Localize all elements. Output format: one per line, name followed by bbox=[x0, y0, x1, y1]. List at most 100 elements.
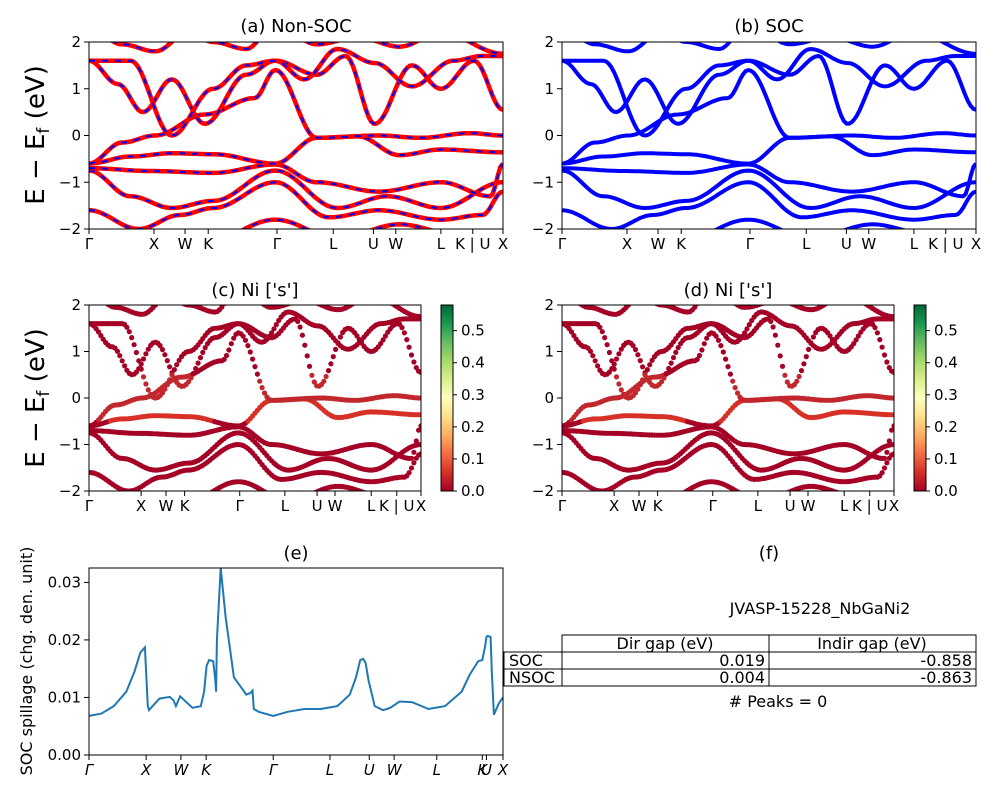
projection-point bbox=[252, 364, 258, 370]
band-line-red bbox=[109, 42, 503, 56]
table-row-label: NSOC bbox=[509, 668, 555, 687]
projection-point bbox=[122, 363, 128, 369]
table-footnote: # Peaks = 0 bbox=[729, 692, 828, 711]
x-tick-label: K bbox=[203, 235, 214, 253]
projection-point bbox=[418, 369, 421, 375]
projection-point bbox=[784, 379, 790, 385]
projection-point bbox=[678, 492, 683, 497]
panel-a-bands bbox=[89, 42, 503, 229]
projection-point bbox=[328, 361, 334, 367]
projection-point bbox=[309, 372, 315, 378]
projection-point bbox=[635, 386, 641, 392]
projection-point bbox=[411, 449, 417, 455]
projection-point bbox=[418, 314, 421, 320]
x-tick-label: Γ bbox=[558, 497, 567, 515]
y-tick-label: −2 bbox=[532, 220, 554, 238]
x-tick-label: L bbox=[329, 235, 338, 253]
x-tick-label: L bbox=[840, 497, 849, 515]
y-tick-label: −2 bbox=[532, 482, 554, 500]
projection-point bbox=[604, 342, 610, 348]
projection-point bbox=[305, 298, 310, 303]
x-tick-label: Γ bbox=[709, 497, 718, 515]
projection-point bbox=[727, 371, 734, 377]
x-tick-label: K bbox=[676, 235, 687, 253]
projection-point bbox=[611, 366, 617, 372]
x-tick-label: L bbox=[367, 497, 376, 515]
projection-point bbox=[159, 347, 166, 353]
colorbar-tick-label: 0.5 bbox=[934, 322, 958, 340]
projection-point bbox=[740, 492, 745, 497]
projection-point bbox=[155, 300, 160, 305]
projection-point bbox=[143, 381, 149, 387]
projection-point bbox=[704, 335, 710, 341]
table-caption: JVASP-15228_NbGaNi2 bbox=[729, 599, 911, 619]
projection-point bbox=[159, 390, 166, 396]
projection-point bbox=[133, 349, 139, 356]
projection-point bbox=[874, 330, 881, 336]
projection-point bbox=[143, 351, 149, 357]
projection-point bbox=[167, 377, 173, 383]
band-line-red bbox=[89, 46, 503, 138]
projection-point bbox=[884, 359, 890, 365]
projection-point bbox=[891, 314, 894, 320]
projection-point bbox=[411, 359, 417, 365]
projection-point bbox=[309, 299, 314, 304]
projection-point bbox=[186, 379, 192, 385]
projection-point bbox=[261, 489, 268, 491]
x-tick-label: X bbox=[136, 497, 146, 515]
projection-point bbox=[839, 491, 844, 496]
projection-point bbox=[650, 298, 655, 303]
x-tick-label: W bbox=[159, 497, 174, 515]
projection-point bbox=[832, 489, 838, 491]
projection-point bbox=[129, 335, 135, 341]
x-tick-label: Γ bbox=[558, 235, 567, 253]
projection-point bbox=[119, 358, 125, 364]
band-line-blue bbox=[562, 180, 976, 229]
projection-point bbox=[606, 349, 613, 356]
ylabel-spillage: SOC spillage (chg. den. unit) bbox=[17, 547, 36, 776]
projection-point bbox=[891, 441, 894, 448]
projection-point bbox=[692, 305, 698, 310]
projection-point bbox=[325, 368, 332, 374]
band-line-blue bbox=[562, 134, 976, 166]
projection-point bbox=[590, 353, 596, 359]
projection-point bbox=[806, 346, 812, 352]
projection-point bbox=[640, 377, 646, 383]
x-tick-label: K bbox=[477, 761, 488, 779]
projection-point bbox=[855, 333, 862, 339]
y-tick-label: −1 bbox=[532, 173, 554, 191]
projection-point bbox=[884, 449, 890, 455]
x-tick-label: U bbox=[785, 497, 796, 515]
x-tick-label: U bbox=[841, 235, 852, 253]
projection-point bbox=[889, 427, 894, 433]
projection-point bbox=[226, 347, 232, 353]
projection-point bbox=[699, 347, 705, 353]
projection-point bbox=[597, 324, 603, 330]
projection-point bbox=[675, 345, 681, 351]
projection-point bbox=[306, 363, 313, 369]
projection-point bbox=[775, 298, 780, 303]
projection-point bbox=[720, 349, 726, 355]
projection-point bbox=[231, 335, 237, 341]
projection-point bbox=[333, 346, 339, 352]
projection-point bbox=[114, 348, 121, 354]
y-tick-label: 0.00 bbox=[48, 746, 81, 764]
projection-point bbox=[778, 298, 783, 303]
projection-point bbox=[649, 357, 655, 363]
projection-point bbox=[725, 364, 731, 370]
projection-point bbox=[205, 492, 210, 497]
x-tick-label: Γ bbox=[85, 235, 94, 253]
panel-e: (e) 0.000.010.020.03 Γ X W K Γ L U W L KU X bbox=[48, 543, 509, 779]
projection-point bbox=[773, 298, 778, 303]
projection-point bbox=[413, 438, 419, 444]
projection-point bbox=[779, 363, 786, 369]
projection-point bbox=[616, 351, 622, 357]
projection-point bbox=[587, 348, 594, 354]
x-tick-label: X bbox=[889, 497, 899, 515]
band-line-blue bbox=[583, 42, 976, 56]
projection-point bbox=[670, 355, 677, 361]
y-tick-label: 1 bbox=[71, 80, 81, 98]
